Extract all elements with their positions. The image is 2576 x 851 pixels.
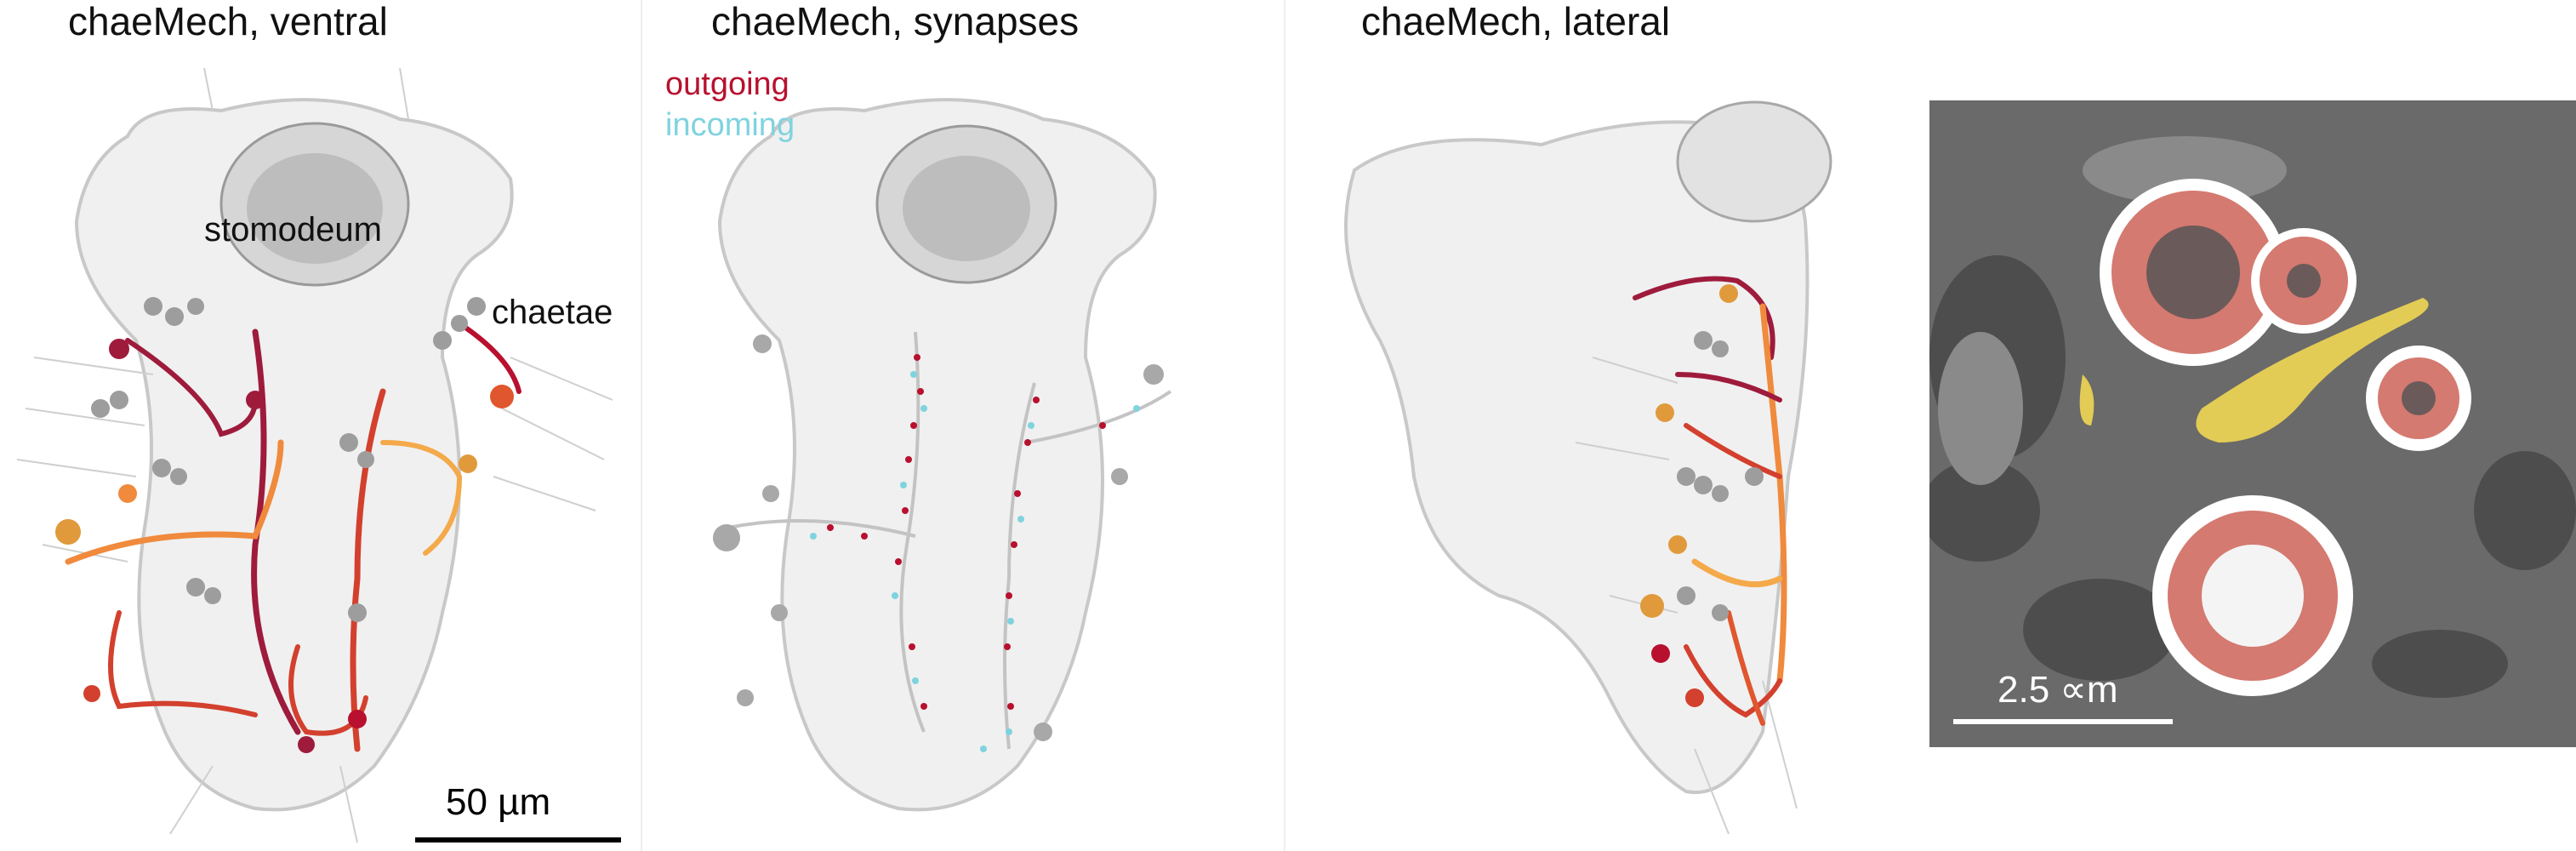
panel-divider bbox=[641, 0, 642, 851]
synapse-dots-outgoing bbox=[827, 354, 1106, 710]
neurite-highlight bbox=[2079, 298, 2429, 443]
neuron-paths bbox=[65, 321, 521, 752]
em-scale-bar-label: 2.5 ∝m bbox=[1998, 669, 2118, 711]
chaetae-balls bbox=[1677, 331, 1764, 621]
legend-outgoing: outgoing bbox=[665, 66, 789, 102]
stomodeum-shape bbox=[1676, 100, 1832, 223]
panel-synapses: chaeMech, synapses outgoing incoming bbox=[643, 0, 1283, 851]
em-scale-bar bbox=[1953, 719, 2173, 724]
stomodeum-label: stomodeum bbox=[204, 211, 382, 248]
chaeta-follicles bbox=[2100, 179, 2471, 696]
soma-balls bbox=[55, 339, 514, 753]
em-texture-light bbox=[1938, 136, 2287, 485]
neuron-skeletons bbox=[727, 331, 1172, 750]
chaetae-balls bbox=[713, 334, 1164, 741]
panel-title-synapses: chaeMech, synapses bbox=[711, 0, 1080, 43]
panel-divider bbox=[1284, 0, 1285, 851]
ventral-render bbox=[16, 67, 613, 843]
chaetae-balls bbox=[91, 297, 486, 622]
neuron-paths bbox=[1633, 276, 1787, 726]
panel-em-micrograph: 2.5 ∝m bbox=[1929, 0, 2576, 851]
body-outline bbox=[1344, 120, 1809, 795]
em-image bbox=[1929, 100, 2576, 747]
cilia-lines bbox=[16, 67, 613, 843]
panel-ventral: chaeMech, ventral stomodeum chaetae 50 µ… bbox=[0, 0, 640, 851]
scale-bar bbox=[415, 837, 621, 842]
panel-title-ventral: chaeMech, ventral bbox=[68, 0, 388, 43]
body-outline bbox=[717, 98, 1157, 812]
lateral-render bbox=[1344, 100, 1832, 835]
synapses-render bbox=[713, 98, 1172, 812]
scale-bar-label: 50 µm bbox=[446, 781, 551, 823]
panel-lateral: chaeMech, lateral bbox=[1286, 0, 1926, 851]
soma-balls bbox=[1640, 284, 1738, 707]
chaetae-label: chaetae bbox=[492, 294, 613, 331]
synapse-dots-incoming bbox=[810, 371, 1140, 752]
body-outline bbox=[74, 98, 514, 812]
legend-incoming: incoming bbox=[665, 107, 795, 143]
panel-title-lateral: chaeMech, lateral bbox=[1361, 0, 1671, 43]
